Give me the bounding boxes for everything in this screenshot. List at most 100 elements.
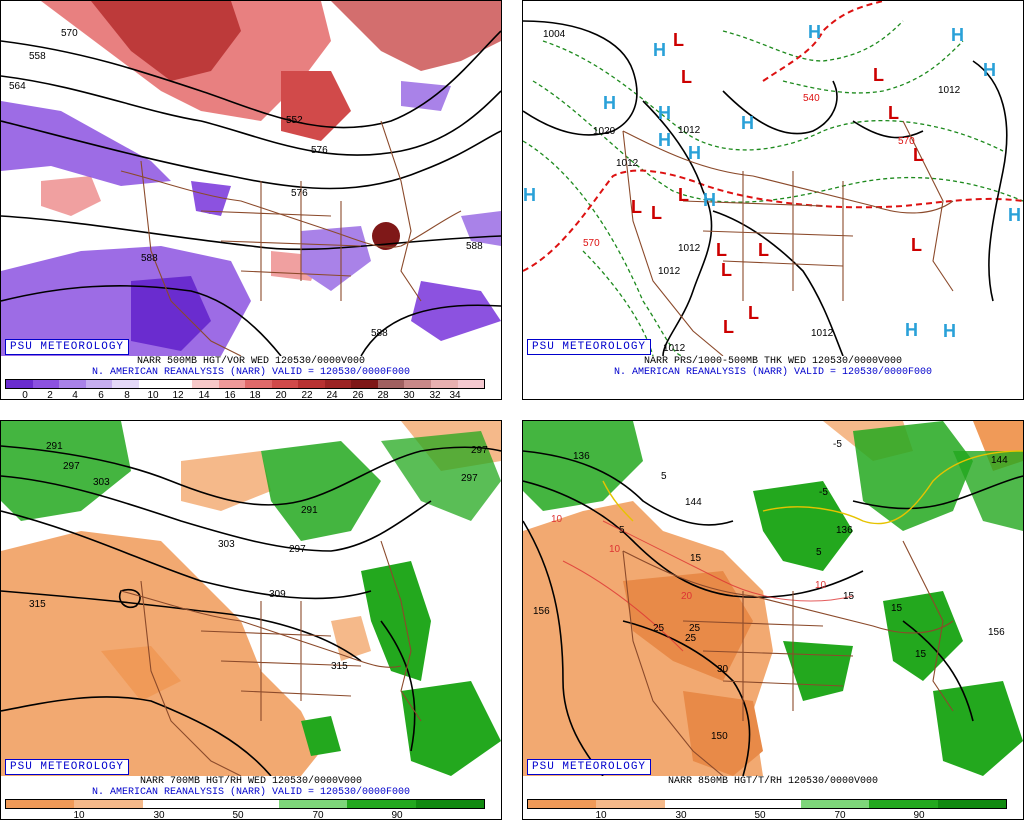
colorbar-segment [351,380,378,388]
humidity-700-map: 291 297 303 303 315 309 315 291 297 297 … [1,421,501,776]
colorbar-segment [32,380,60,388]
colorbar-ticks: 10 30 50 70 90 [527,810,1005,820]
contour-label: 136 [573,451,590,462]
temperature-label: -5 [833,439,842,450]
contour-label: 540 [803,93,820,104]
colorbar-segment [6,380,33,388]
colorbar-segment [112,380,139,388]
contour-label: 291 [46,441,63,452]
contour-label: 315 [331,661,348,672]
contour-label: 291 [301,505,318,516]
low-pressure-marker: L [888,103,899,123]
high-pressure-marker: H [658,103,671,123]
colorbar-segment [937,800,1006,808]
colorbar-tick: 34 [449,390,461,400]
colorbar-tick: 50 [232,810,244,820]
contour-label: 156 [988,627,1005,638]
high-pressure-marker: H [653,40,666,60]
brand-label: PSU METEOROLOGY [527,759,652,775]
colorbar-tick: 32 [429,390,441,400]
low-pressure-marker: L [716,240,727,260]
colorbar-tick: 70 [312,810,324,820]
low-pressure-marker: L [651,203,662,223]
temperature-label: 15 [690,553,702,564]
panel-500mb-vorticity: 558 564 570 576 552 588 588 588 576 PSU … [0,0,502,400]
colorbar-tick: 30 [403,390,415,400]
contour-label: 1012 [811,328,834,339]
colorbar-tick: 50 [754,810,766,820]
brand-label: PSU METEOROLOGY [527,339,652,355]
brand-label: PSU METEOROLOGY [5,759,130,775]
contour-label: 576 [291,188,308,199]
brand-label: PSU METEOROLOGY [5,339,130,355]
high-pressure-marker: H [658,130,671,150]
temperature-label: 15 [843,591,855,602]
temperature-label: 20 [681,591,693,602]
low-pressure-marker: L [723,317,734,337]
caption-line1: NARR 850MB HGT/T/RH 120530/0000V000 [667,776,879,787]
colorbar-segment [431,380,458,388]
temperature-label: 10 [609,544,621,555]
temperature-label: 25 [689,623,701,634]
contour-label: 136 [836,525,853,536]
contour-label: 1012 [938,85,961,96]
contour-label: 1012 [678,243,701,254]
caption-line2: N. AMERICAN REANALYSIS (NARR) VALID = 12… [613,367,933,378]
colorbar-segment [210,800,280,808]
high-pressure-marker: H [688,143,701,163]
low-pressure-marker: L [678,185,689,205]
colorbar-segment [191,380,219,388]
vorticity-map: 558 564 570 576 552 588 588 588 576 [1,1,501,356]
contour-label: 144 [685,497,702,508]
caption-line1: NARR PRS/1000-500MB THK WED 120530/0000V… [643,356,903,367]
colorbar-tick: 90 [913,810,925,820]
contour-label: 1004 [543,29,566,40]
colorbar-segment [404,380,431,388]
contour-label: 297 [471,445,488,456]
high-pressure-marker: H [905,320,918,340]
colorbar-tick: 4 [72,390,78,400]
temperature-label: 25 [653,623,665,634]
low-pressure-marker: L [631,197,642,217]
caption-line1: NARR 500MB HGT/VOR WED 120530/0000V000 [136,356,366,367]
contour-label: 303 [93,477,110,488]
contour-label: 588 [466,241,483,252]
colorbar-tick: 26 [352,390,364,400]
colorbar-segment [324,380,352,388]
low-pressure-marker: L [721,260,732,280]
colorbar-tick: 22 [301,390,313,400]
contour-label: 1012 [616,158,639,169]
temperature-label: 30 [717,664,729,675]
contour-label: 303 [218,539,235,550]
colorbar-segment [85,380,113,388]
contour-label: 315 [29,599,46,610]
colorbar-tick: 30 [153,810,165,820]
panel-700mb-humidity: 291 297 303 303 315 309 315 291 297 297 … [0,420,502,820]
colorbar-tick: 2 [47,390,53,400]
low-pressure-marker: L [673,30,684,50]
colorbar-segment [415,800,484,808]
colorbar-ticks: 0 2 4 6 8 10 12 14 16 18 20 22 24 26 28 30 32 34 [5,390,483,400]
colorbar-segment [298,380,325,388]
colorbar-tick: 8 [124,390,130,400]
contour-label: 588 [371,328,388,339]
caption-line2: N. AMERICAN REANALYSIS (NARR) VALID = 12… [91,787,411,798]
colorbar-tick: 90 [391,810,403,820]
contour-label: 570 [583,238,600,249]
colorbar-segment [664,800,733,808]
high-pressure-marker: H [603,93,616,113]
colorbar-segment [869,800,938,808]
colorbar-segment [138,380,166,388]
contour-label: 570 [61,28,78,39]
colorbar-tick: 10 [73,810,85,820]
colorbar-segment [732,800,802,808]
colorbar-tick: 18 [249,390,261,400]
panel-850mb-temp-humidity: 136 144 156 156 150 144 136 -5 5 5 15 15… [522,420,1024,820]
contour-label: 552 [286,115,303,126]
colorbar-segment [271,380,299,388]
temperature-label: 15 [915,649,927,660]
contour-label: 150 [711,731,728,742]
colorbar-segment [245,380,272,388]
colorbar-tick: 0 [22,390,28,400]
colorbar-tick: 30 [675,810,687,820]
